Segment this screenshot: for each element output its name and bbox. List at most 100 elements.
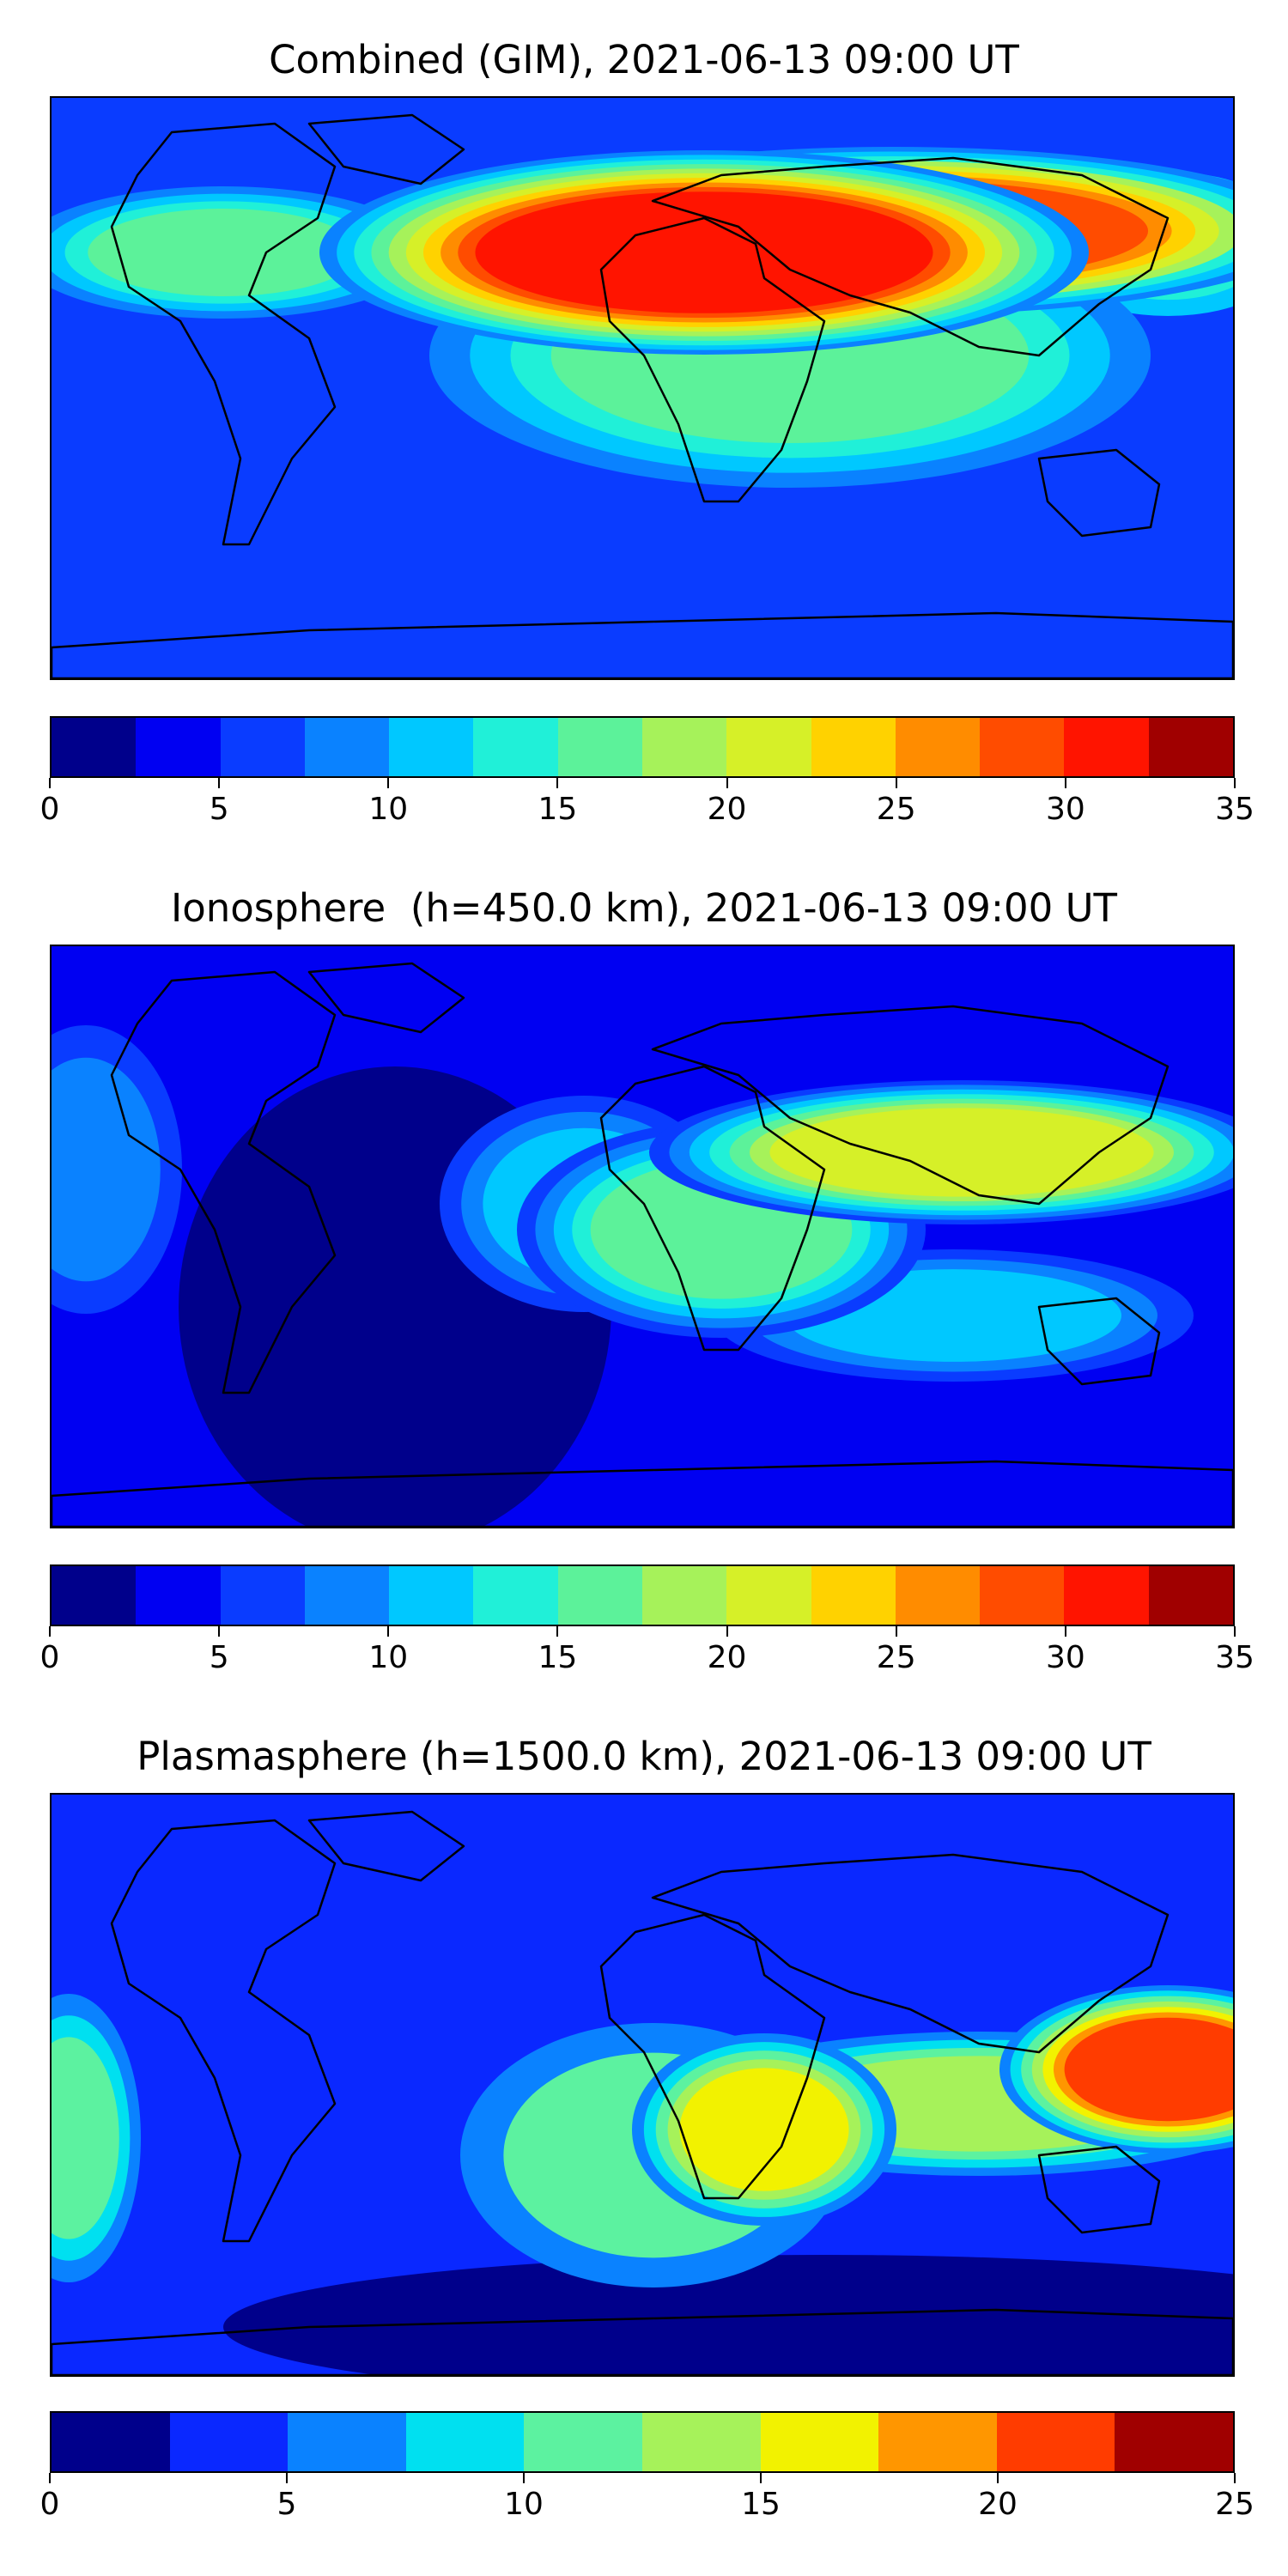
colorbar-segment (220, 718, 305, 776)
colorbar-tick (1234, 1626, 1236, 1637)
colorbar-segment (895, 1566, 981, 1625)
contour-region (52, 2037, 119, 2239)
colorbar-segment (980, 718, 1065, 776)
coastline (651, 156, 1170, 357)
panel-combined: Combined (GIM), 2021-06-13 09:00 UT 0 5 10… (0, 0, 1288, 859)
colorbar-tick (1234, 2473, 1236, 2483)
colorbar-segment (895, 718, 981, 776)
contour-region (1064, 2017, 1233, 2122)
colorbar-tick-label: 5 (209, 1640, 229, 1675)
tec-map (50, 945, 1235, 1528)
coastline (599, 216, 826, 503)
colorbar-tick (726, 778, 728, 788)
coastline (52, 2308, 1233, 2375)
colorbar-segment (1064, 1566, 1149, 1625)
colorbar-tick (556, 778, 559, 788)
colorbar-tick (895, 1626, 897, 1637)
colorbar-segment (136, 718, 221, 776)
colorbar-segment (641, 2413, 761, 2471)
colorbar-segment (389, 1566, 474, 1625)
colorbar-tick-label: 30 (1045, 1640, 1085, 1675)
colorbar-tick-label: 0 (39, 1640, 60, 1675)
colorbar-segment (557, 1566, 642, 1625)
colorbar-tick-label: 15 (741, 2487, 781, 2522)
heatmap-svg (52, 1795, 1233, 2375)
colorbar (50, 2411, 1235, 2473)
colorbar-tick-label: 25 (876, 792, 916, 827)
tec-map (50, 1793, 1235, 2377)
colorbar-ticks: 0 5 10 15 20 25 30 35 (40, 778, 1255, 829)
coastline (651, 1853, 1170, 2054)
colorbar-segment (811, 1566, 896, 1625)
contour-region (223, 2255, 1233, 2375)
panel-title: Combined (GIM), 2021-06-13 09:00 UT (269, 37, 1019, 82)
colorbar-tick-label: 20 (978, 2487, 1018, 2522)
coastline (599, 1913, 826, 2200)
colorbar (50, 1564, 1235, 1626)
colorbar-segment (760, 2413, 879, 2471)
colorbar-tick (1064, 1626, 1066, 1637)
colorbar-tick-label: 10 (504, 2487, 544, 2522)
colorbar-tick (726, 1626, 728, 1637)
coastline (307, 113, 465, 185)
colorbar-segment (557, 718, 642, 776)
colorbar-tick (523, 2473, 525, 2483)
colorbar-tick-label: 15 (538, 792, 578, 827)
colorbar-segment (405, 2413, 525, 2471)
colorbar-tick (387, 778, 390, 788)
colorbar-segment (641, 1566, 727, 1625)
colorbar-tick (218, 1626, 221, 1637)
coastline (651, 1005, 1170, 1206)
coastline (1037, 2145, 1161, 2234)
colorbar-segment (304, 1566, 390, 1625)
coastline (110, 970, 337, 1394)
panel-title: Ionosphere (h=450.0 km), 2021-06-13 09:0… (170, 885, 1118, 931)
coastline (307, 962, 465, 1034)
colorbar-ticks: 0 5 10 15 20 25 30 35 (40, 1626, 1255, 1678)
colorbar-tick (49, 1626, 51, 1637)
colorbar-tick (286, 2473, 288, 2483)
colorbar-segment (1115, 2413, 1233, 2471)
colorbar-tick-label: 5 (209, 792, 229, 827)
contour-region (769, 1108, 1154, 1197)
colorbar-segment (1148, 718, 1233, 776)
colorbar-tick-label: 35 (1215, 1640, 1255, 1675)
coastline (1037, 1297, 1161, 1386)
colorbar-tick-label: 25 (876, 1640, 916, 1675)
colorbar-tick (49, 778, 51, 788)
colorbar-segment (1148, 1566, 1233, 1625)
colorbar-segment (288, 2413, 406, 2471)
colorbar-segment (52, 718, 137, 776)
colorbar-tick-label: 10 (368, 792, 409, 827)
colorbar-segment (524, 2413, 642, 2471)
colorbar-segment (726, 1566, 811, 1625)
colorbar-tick-label: 10 (368, 1640, 409, 1675)
colorbar-tick-label: 0 (39, 2487, 60, 2522)
colorbar-tick (997, 2473, 999, 2483)
contour-region (52, 1057, 161, 1282)
colorbar-tick (218, 778, 221, 788)
colorbar-segment (52, 1566, 137, 1625)
colorbar-tick-label: 0 (39, 792, 60, 827)
colorbar-tick (556, 1626, 559, 1637)
colorbar-segment (1064, 718, 1149, 776)
colorbar-tick (1064, 778, 1066, 788)
colorbar-tick-label: 35 (1215, 792, 1255, 827)
colorbar-segment (136, 1566, 221, 1625)
coastline (307, 1810, 465, 1882)
colorbar-segment (726, 718, 811, 776)
colorbar-segment (878, 2413, 997, 2471)
contour-region (679, 2068, 849, 2191)
colorbar-tick (387, 1626, 390, 1637)
colorbar-tick (1234, 778, 1236, 788)
coastline (52, 1460, 1233, 1527)
colorbar-tick (895, 778, 897, 788)
tec-map (50, 96, 1235, 680)
colorbar-tick-label: 30 (1045, 792, 1085, 827)
colorbar-tick-label: 15 (538, 1640, 578, 1675)
colorbar (50, 716, 1235, 778)
colorbar-segment (811, 718, 896, 776)
panel-title: Plasmasphere (h=1500.0 km), 2021-06-13 0… (137, 1734, 1151, 1779)
colorbar-segment (169, 2413, 289, 2471)
colorbar-tick (760, 2473, 762, 2483)
